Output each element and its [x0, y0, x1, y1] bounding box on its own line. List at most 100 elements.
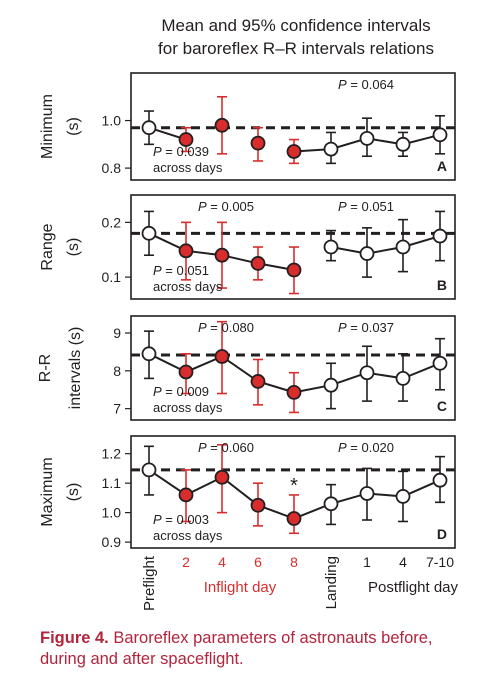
panel-letter: D: [437, 526, 447, 542]
ground-point: [141, 225, 157, 241]
ground-point: [359, 130, 375, 146]
p-value-across: P = 0.003: [153, 512, 209, 527]
significance-asterisk: *: [290, 475, 298, 497]
inflight-point: [286, 511, 302, 526]
inflight-point: [250, 374, 266, 389]
p-value-inflight: P = 0.080: [198, 320, 254, 335]
across-days-label: across days: [153, 160, 223, 175]
x-tick-label: 1: [363, 554, 371, 570]
inflight-point: [286, 262, 302, 278]
inflight-point: [178, 132, 194, 147]
caption-label: Figure 4.: [40, 629, 109, 647]
ground-point: [395, 136, 411, 152]
ground-point: [323, 239, 339, 255]
postflight-day-label: Postflight day: [368, 579, 459, 596]
panel-frame: [130, 194, 456, 300]
inflight-point: [250, 497, 266, 513]
p-value-across: P = 0.009: [153, 384, 209, 399]
p-value-across: P = 0.039: [153, 144, 209, 159]
p-value-postflight: P = 0.037: [338, 320, 394, 335]
x-tick-label: 7-10: [426, 554, 454, 570]
y-axis-label: Range: [39, 223, 56, 270]
panel-letter: A: [437, 158, 447, 174]
p-value-inflight: P = 0.060: [198, 440, 254, 455]
inflight-point: [214, 469, 230, 485]
ground-point: [323, 496, 339, 512]
ground-point: [141, 120, 157, 136]
p-value-postflight: P = 0.051: [338, 199, 394, 214]
ground-point: [141, 462, 157, 478]
chart-title-line2: for baroreflex R–R intervals relations: [158, 39, 434, 58]
ground-point: [432, 472, 448, 488]
y-tick-label: 1.1: [102, 475, 122, 491]
y-axis-label: (s): [65, 238, 82, 257]
x-tick-label: 6: [254, 554, 262, 570]
y-tick-label: 1.0: [102, 505, 122, 521]
ground-point: [432, 355, 448, 371]
chart-title-line1: Mean and 95% confidence intervals: [161, 16, 430, 35]
inflight-point: [286, 144, 302, 159]
y-tick-label: 8: [113, 363, 121, 379]
inflight-day-label: Inflight day: [204, 579, 277, 596]
inflight-point: [178, 364, 194, 380]
panel-frame: [130, 315, 456, 421]
ground-point: [432, 127, 448, 143]
y-axis-label: R-R: [37, 354, 54, 382]
inflight-point: [178, 487, 194, 503]
inflight-point: [286, 384, 302, 400]
y-axis-label: Minimum: [39, 94, 56, 159]
x-tick-label: 8: [290, 554, 298, 570]
ground-point: [395, 370, 411, 386]
y-axis-label: (s): [65, 483, 82, 502]
ground-point: [395, 239, 411, 255]
y-tick-label: 0.8: [102, 160, 122, 176]
ground-point: [359, 246, 375, 261]
x-tick-label: Landing: [323, 556, 340, 609]
ground-point: [359, 486, 375, 501]
x-tick-label: Preflight: [141, 555, 158, 611]
inflight-point: [250, 135, 266, 151]
y-axis-label: Maximum: [39, 457, 56, 526]
y-tick-label: 1.0: [102, 113, 122, 129]
inflight-point: [214, 247, 230, 263]
y-tick-label: 9: [113, 325, 121, 341]
inflight-point: [250, 256, 266, 271]
panel-a: 1.0 0.8 Minimum (s) P = 0.064 P = 0.039across…: [39, 72, 456, 181]
ground-point: [432, 228, 448, 244]
inflight-point: [214, 117, 230, 133]
y-tick-label: 0.9: [102, 534, 122, 550]
x-axis-labels: Preflight 2 4 6 8 Landing 1 4 7-10 Inflight day Po…: [141, 554, 459, 611]
p-value-postflight: P = 0.064: [338, 77, 394, 92]
y-tick-label: 7: [113, 401, 121, 417]
ground-point: [141, 346, 157, 362]
panel-d: 1.2 1.1 1.0 0.9 Maximum (s) * P = 0.060 P = 0.02…: [39, 435, 456, 550]
p-value-postflight: P = 0.020: [338, 440, 394, 455]
y-axis-label: (s): [65, 117, 82, 136]
inflight-point: [214, 349, 230, 364]
p-value-inflight: P = 0.005: [198, 199, 254, 214]
x-tick-label: 4: [218, 554, 226, 570]
inflight-point: [178, 243, 194, 259]
panel-frame: [130, 435, 456, 549]
x-tick-label: 4: [399, 554, 407, 570]
x-tick-label: 2: [182, 554, 190, 570]
panel-b: 0.2 0.1 Range (s) P = 0.005 P = 0.051 P = 0.05…: [39, 194, 456, 300]
across-days-label: across days: [153, 279, 223, 294]
y-tick-label: 0.1: [102, 269, 122, 285]
panel-c: 9 8 7 R-R intervals (s) P = 0.080 P = 0.037 P =…: [37, 315, 456, 421]
caption-text: Baroreflex parameters of astronauts befo…: [40, 629, 433, 668]
ground-point: [395, 489, 411, 504]
y-tick-label: 0.2: [102, 214, 122, 230]
ground-point: [323, 377, 339, 393]
across-days-label: across days: [153, 400, 223, 415]
panel-letter: B: [437, 277, 447, 293]
y-tick-label: 1.2: [102, 446, 122, 462]
ground-point: [359, 365, 375, 381]
y-axis-label: intervals (s): [67, 327, 84, 410]
figure-caption: Figure 4. Baroreflex parameters of astro…: [40, 628, 480, 670]
ground-point: [323, 141, 339, 157]
trend-line: [330, 235, 441, 255]
across-days-label: across days: [153, 528, 223, 543]
